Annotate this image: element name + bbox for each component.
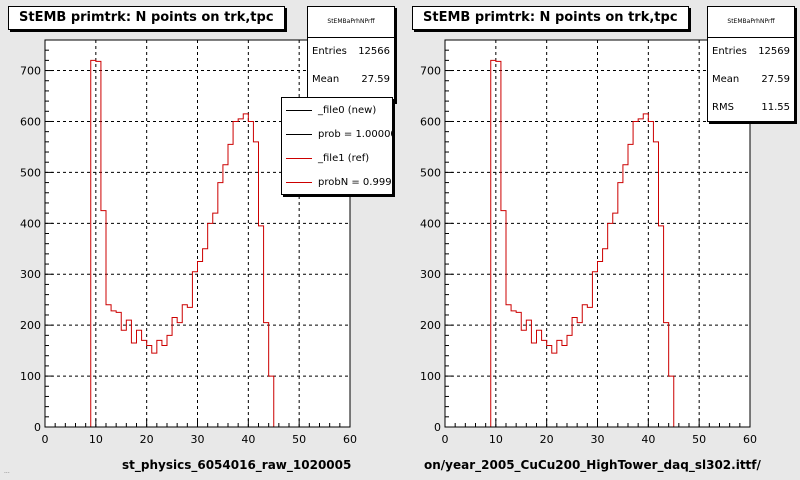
y-tick-label: 600 — [420, 115, 441, 128]
legend-label: probN = 0.99988 — [318, 176, 392, 188]
legend-entry-file0: _file0 (new) — [282, 98, 392, 122]
left-histogram-pad: 0 10 20 30 40 50 60 0 100 200 300 400 500 600 700 StEM… — [8, 6, 395, 472]
left-stats-row-mean: Mean 27.59 — [308, 66, 394, 94]
left-plot-title: StEMB primtrk: N points on trk,tpc — [8, 6, 285, 30]
y-tick-label: 400 — [420, 217, 441, 230]
y-tick-label: 0 — [434, 421, 441, 434]
legend-line-red — [286, 181, 312, 183]
y-tick-label: 500 — [420, 166, 441, 179]
y-tick-label: 100 — [20, 370, 41, 383]
left-legend: _file0 (new) prob = 1.000000 _file1 (ref… — [281, 97, 393, 195]
x-tick-label: 20 — [540, 433, 554, 446]
y-tick-label: 300 — [420, 268, 441, 281]
stats-label: Mean — [312, 74, 340, 85]
x-tick-label: 60 — [743, 433, 757, 446]
legend-line-black — [286, 133, 312, 135]
legend-entry-probn: probN = 0.99988 — [282, 170, 392, 194]
y-tick-label: 500 — [20, 166, 41, 179]
legend-label: _file0 (new) — [318, 104, 377, 116]
stats-value: 12566 — [358, 46, 390, 57]
y-tick-label: 700 — [420, 65, 441, 78]
x-tick-label: 40 — [641, 433, 655, 446]
x-tick-label: 10 — [489, 433, 503, 446]
y-tick-label: 300 — [20, 268, 41, 281]
right-histogram-pad: 0 10 20 30 40 50 60 0 100 200 300 400 500 600 700 StEM… — [400, 0, 800, 480]
x-tick-label: 0 — [442, 433, 449, 446]
right-stats-name: StEMBaPrhNPrff — [708, 7, 794, 38]
histogram-series — [445, 59, 750, 428]
right-stats-box: StEMBaPrhNPrff Entries 12569 Mean 27.59 … — [707, 6, 795, 122]
x-tick-label: 60 — [343, 433, 357, 446]
y-tick-label: 700 — [20, 65, 41, 78]
legend-label: _file1 (ref) — [318, 152, 370, 164]
x-tick-label: 40 — [241, 433, 255, 446]
x-tick-label: 50 — [292, 433, 306, 446]
left-stats-name: StEMBaPrhNPrff — [308, 7, 394, 38]
x-tick-label: 0 — [42, 433, 49, 446]
right-stats-row-entries: Entries 12569 — [708, 38, 794, 66]
x-tick-label: 30 — [591, 433, 605, 446]
stats-label: RMS — [712, 102, 734, 113]
right-plot-title: StEMB primtrk: N points on trk,tpc — [412, 6, 689, 30]
stats-label: Entries — [712, 46, 747, 57]
x-tick-label: 50 — [692, 433, 706, 446]
x-tick-label: 20 — [140, 433, 154, 446]
stats-value: 12569 — [758, 46, 790, 57]
y-tick-label: 600 — [20, 115, 41, 128]
y-tick-label: 200 — [420, 319, 441, 332]
right-stats-row-mean: Mean 27.59 — [708, 66, 794, 94]
left-file-label: st_physics_6054016_raw_1020005 — [122, 458, 352, 472]
left-stats-row-entries: Entries 12566 — [308, 38, 394, 66]
stats-value: 11.55 — [761, 102, 790, 113]
x-tick-label: 10 — [89, 433, 103, 446]
right-file-label: on/year_2005_CuCu200_HighTower_daq_sl302… — [424, 458, 761, 472]
footer-label: ... — [4, 468, 10, 475]
right-stats-row-rms: RMS 11.55 — [708, 94, 794, 122]
y-tick-label: 0 — [34, 421, 41, 434]
legend-label: prob = 1.000000 — [318, 128, 392, 140]
histogram-series — [45, 59, 350, 428]
y-tick-label: 200 — [20, 319, 41, 332]
legend-entry-file1: _file1 (ref) — [282, 146, 392, 170]
stats-value: 27.59 — [761, 74, 790, 85]
legend-line-red — [286, 157, 312, 159]
x-tick-label: 30 — [191, 433, 205, 446]
y-tick-label: 100 — [420, 370, 441, 383]
stats-label: Mean — [712, 74, 740, 85]
left-stats-box: StEMBaPrhNPrff Entries 12566 Mean 27.59 — [307, 6, 395, 102]
y-tick-label: 400 — [20, 217, 41, 230]
stats-value: 27.59 — [361, 74, 390, 85]
stats-label: Entries — [312, 46, 347, 57]
legend-entry-prob: prob = 1.000000 — [282, 122, 392, 146]
legend-line-black — [286, 109, 312, 111]
